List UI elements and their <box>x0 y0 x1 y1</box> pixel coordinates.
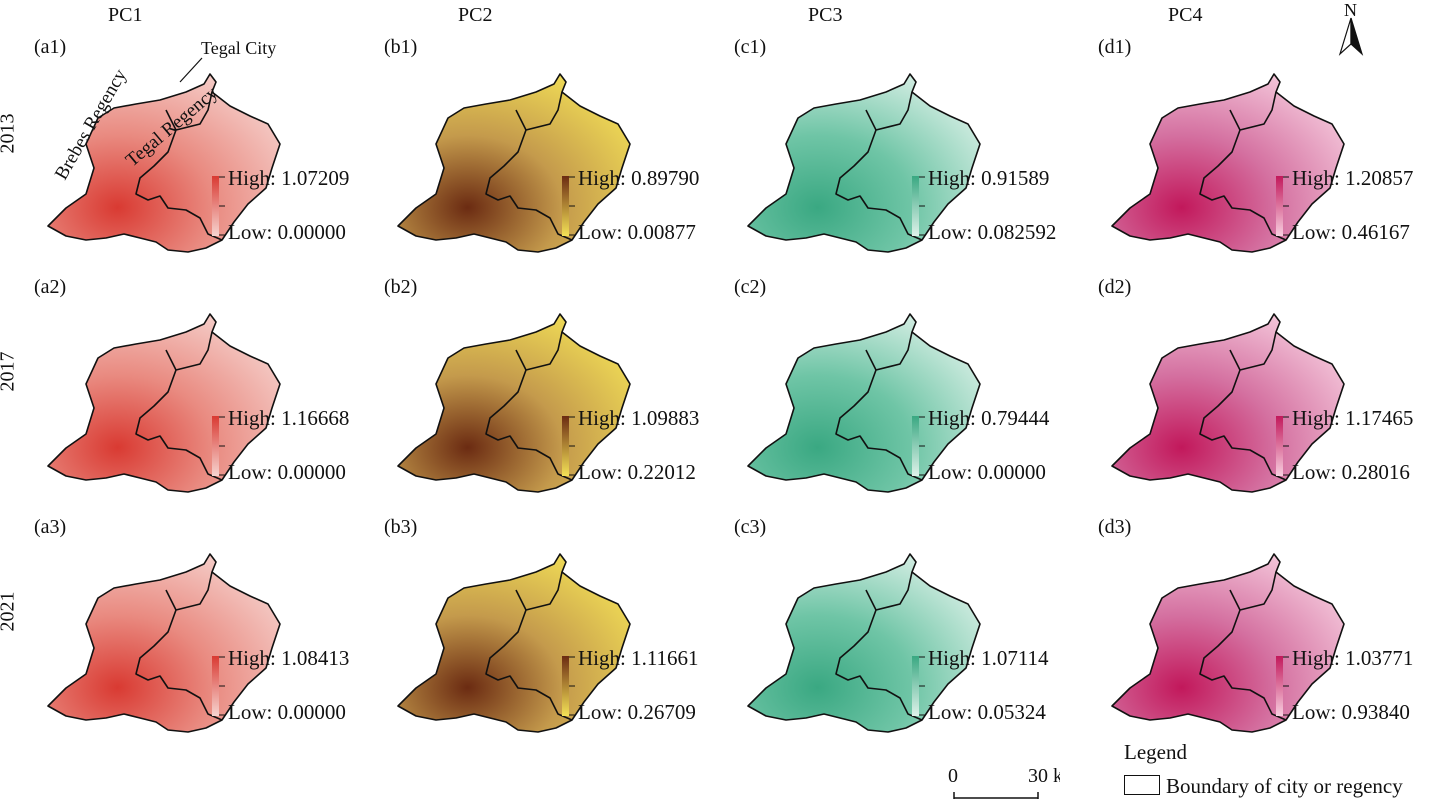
map-c2 <box>747 313 981 493</box>
row-title-2021: 2021 <box>0 591 19 632</box>
row-title-2017: 2017 <box>0 351 19 392</box>
high-value-c3: High: 1.07114 <box>928 646 1049 670</box>
high-value-d3: High: 1.03771 <box>1292 646 1414 670</box>
legend-entry-boundary: Boundary of city or regency <box>1124 774 1403 799</box>
color-ramp-b2 <box>562 416 575 476</box>
low-value-a3: Low: 0.00000 <box>228 700 346 724</box>
color-ramp-d2 <box>1276 416 1289 476</box>
high-value-a2: High: 1.16668 <box>228 406 350 430</box>
low-value-b1: Low: 0.00877 <box>578 220 696 244</box>
color-ramp-d1 <box>1276 176 1289 236</box>
map-b3 <box>397 553 631 733</box>
color-ramp-a2 <box>212 416 225 476</box>
high-value-d1: High: 1.20857 <box>1292 166 1414 190</box>
low-value-d3: Low: 0.93840 <box>1292 700 1410 724</box>
column-title-pc4: PC4 <box>1168 4 1203 26</box>
map-a2 <box>47 313 281 493</box>
color-ramp-a3 <box>212 656 225 716</box>
map-a1 <box>47 73 281 253</box>
scale-end-label: 30 km <box>1028 765 1060 787</box>
map-b2 <box>397 313 631 493</box>
panel-label-d2: (d2) <box>1098 276 1132 298</box>
panel-label-a2: (a2) <box>34 276 67 298</box>
map-d3 <box>1111 553 1345 733</box>
panel-label-c2: (c2) <box>734 276 767 298</box>
map-c1 <box>747 73 981 253</box>
high-value-b1: High: 0.89790 <box>578 166 700 190</box>
low-value-c3: Low: 0.05324 <box>928 700 1046 724</box>
high-value-b3: High: 1.11661 <box>578 646 699 670</box>
high-value-a1: High: 1.07209 <box>228 166 350 190</box>
panel-label-b1: (b1) <box>384 36 418 58</box>
tegal-city-label: Tegal City <box>201 38 277 58</box>
panel-label-d1: (d1) <box>1098 36 1132 58</box>
high-value-b2: High: 1.09883 <box>578 406 700 430</box>
color-ramp-a1 <box>212 176 225 236</box>
column-title-pc1: PC1 <box>108 4 143 26</box>
panel-label-c3: (c3) <box>734 516 767 538</box>
legend-title: Legend <box>1124 740 1187 764</box>
low-value-d1: Low: 0.46167 <box>1292 220 1410 244</box>
high-value-d2: High: 1.17465 <box>1292 406 1414 430</box>
panel-label-b3: (b3) <box>384 516 418 538</box>
high-value-c2: High: 0.79444 <box>928 406 1050 430</box>
north-label: N <box>1344 0 1357 20</box>
color-ramp-c2 <box>912 416 925 476</box>
boundary-swatch <box>1124 775 1160 795</box>
scale-bar: 0 30 km <box>940 762 1079 807</box>
panel-label-d3: (d3) <box>1098 516 1132 538</box>
color-ramp-c3 <box>912 656 925 716</box>
low-value-c2: Low: 0.00000 <box>928 460 1046 484</box>
high-value-a3: High: 1.08413 <box>228 646 350 670</box>
color-ramp-b1 <box>562 176 575 236</box>
north-arrow: N <box>1336 0 1366 61</box>
panel-label-c1: (c1) <box>734 36 767 58</box>
map-d2 <box>1111 313 1345 493</box>
column-title-pc2: PC2 <box>458 4 493 26</box>
panel-label-b2: (b2) <box>384 276 418 298</box>
low-value-b3: Low: 0.26709 <box>578 700 696 724</box>
map-b1 <box>397 73 631 253</box>
high-value-c1: High: 0.91589 <box>928 166 1050 190</box>
color-ramp-d3 <box>1276 656 1289 716</box>
legend-entry-label: Boundary of city or regency <box>1166 774 1403 798</box>
map-c3 <box>747 553 981 733</box>
panel-label-a3: (a3) <box>34 516 67 538</box>
row-title-2013: 2013 <box>0 113 19 154</box>
tegal-city-leader-line <box>179 57 203 83</box>
column-title-pc3: PC3 <box>808 4 843 26</box>
color-ramp-c1 <box>912 176 925 236</box>
low-value-d2: Low: 0.28016 <box>1292 460 1410 484</box>
low-value-c1: Low: 0.082592 <box>928 220 1057 244</box>
scale-start-label: 0 <box>948 765 958 787</box>
color-ramp-b3 <box>562 656 575 716</box>
map-d1 <box>1111 73 1345 253</box>
map-a3 <box>47 553 281 733</box>
low-value-a2: Low: 0.00000 <box>228 460 346 484</box>
low-value-a1: Low: 0.00000 <box>228 220 346 244</box>
panel-label-a1: (a1) <box>34 36 67 58</box>
low-value-b2: Low: 0.22012 <box>578 460 696 484</box>
